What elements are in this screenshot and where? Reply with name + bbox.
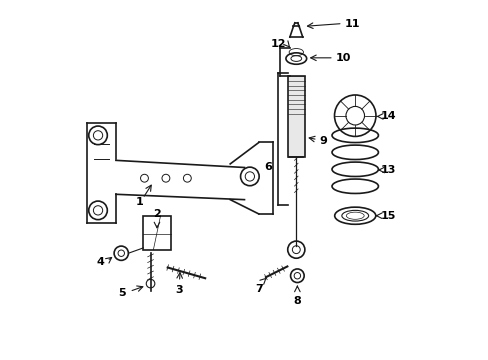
Text: 9: 9 [319, 136, 327, 146]
Text: 12: 12 [271, 39, 286, 49]
Text: 14: 14 [380, 111, 396, 121]
Text: 2: 2 [153, 209, 161, 219]
Text: 13: 13 [380, 165, 395, 175]
Bar [143, 216, 170, 249]
Bar [287, 76, 304, 157]
Text: 8: 8 [293, 296, 301, 306]
Text: 5: 5 [118, 288, 125, 297]
Text: 3: 3 [175, 285, 183, 296]
Text: 6: 6 [264, 162, 271, 172]
Text: 1: 1 [136, 197, 143, 207]
Text: 15: 15 [380, 211, 395, 221]
Text: 4: 4 [97, 257, 104, 267]
Text: 11: 11 [344, 18, 359, 28]
Text: 7: 7 [254, 284, 262, 294]
Text: 10: 10 [335, 53, 350, 63]
